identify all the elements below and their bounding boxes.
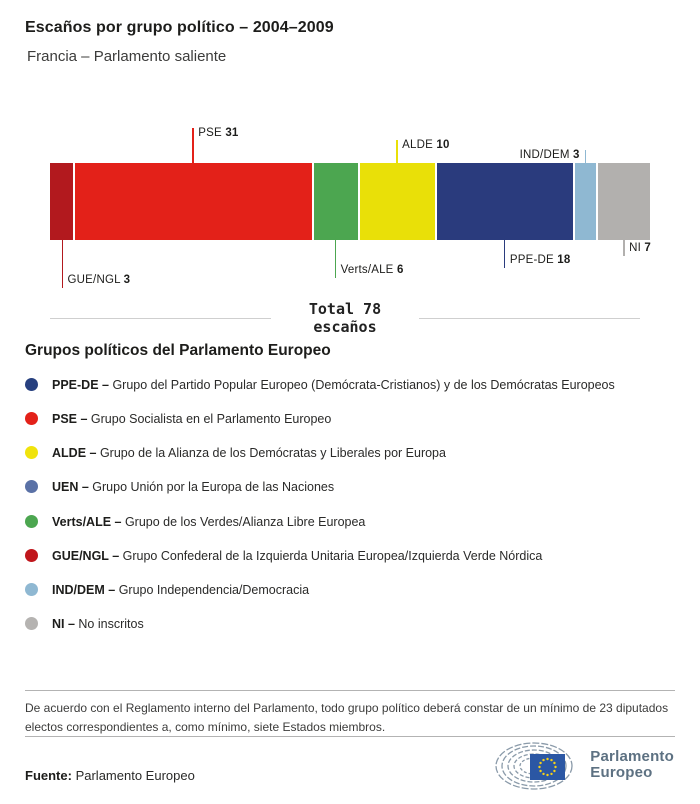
legend-item-text: Verts/ALE – Grupo de los Verdes/Alianza … (52, 514, 366, 529)
callout-line-ni (623, 240, 625, 256)
logo-line1: Parlamento (590, 748, 674, 765)
legend-color-dot (25, 412, 38, 426)
callout-line-gue-ngl (61, 240, 64, 288)
source-label: Fuente: (25, 768, 72, 783)
logo-wordmark: Parlamento Europeo (590, 749, 674, 781)
callout-line-ppe-de (503, 240, 506, 268)
legend-item: GUE/NGL – Grupo Confederal de la Izquier… (25, 547, 675, 565)
callout-label-pse: PSE 31 (198, 127, 239, 139)
callout-line-ind-dem (584, 150, 587, 163)
european-parliament-logo: Parlamento Europeo (492, 740, 674, 790)
callout-label-ind-dem: IND/DEM 3 (519, 149, 580, 161)
bar-segment-pse (73, 163, 312, 240)
legend-color-dot (25, 514, 38, 528)
logo-line2: Europeo (590, 764, 653, 781)
footnote-text: De acuerdo con el Reglamento interno del… (25, 701, 669, 734)
callout-line-alde (396, 140, 398, 163)
legend-color-dot (25, 616, 38, 630)
legend-color-dot (25, 378, 38, 391)
legend-item: PPE-DE – Grupo del Partido Popular Europ… (25, 376, 675, 394)
callout-label-verts-ale: Verts/ALE 6 (340, 264, 404, 276)
total-left-rule (50, 317, 271, 319)
callout-line-verts-ale (334, 240, 337, 278)
total-seats-block: Total 78 escaños (50, 300, 640, 336)
source-line: Fuente: Parlamento Europeo (25, 768, 195, 783)
callout-label-ni: NI 7 (629, 242, 651, 254)
legend-item-text: GUE/NGL – Grupo Confederal de la Izquier… (52, 548, 543, 563)
footnote-top-divider (25, 690, 675, 691)
bar-segment-alde (357, 163, 435, 240)
legend-item-text: PSE – Grupo Socialista en el Parlamento … (52, 412, 332, 427)
seats-stacked-bar-chart: GUE/NGL 3 PSE 31 Verts/ALE 6 ALDE 10 PPE-DE … (0, 120, 700, 298)
legend-item-text: IND/DEM – Grupo Independencia/Democracia (52, 582, 310, 597)
legend-item-text: ALDE – Grupo de la Alianza de los Demócr… (52, 446, 446, 461)
callout-line-pse (192, 128, 194, 163)
footnote-bottom-divider (25, 736, 675, 737)
total-seats-value: Total 78 (308, 300, 382, 318)
page-subtitle: Francia – Parlamento saliente (27, 48, 227, 65)
legend-list: PPE-DE – Grupo del Partido Popular Europ… (25, 376, 675, 633)
stacked-bar (50, 163, 650, 240)
legend-item: ALDE – Grupo de la Alianza de los Demócr… (25, 444, 675, 462)
legend-item: PSE – Grupo Socialista en el Parlamento … (25, 410, 675, 428)
legend-heading: Grupos políticos del Parlamento Europeo (25, 342, 331, 359)
legend-color-dot (25, 582, 38, 596)
total-seats-unit: escaños (313, 318, 377, 336)
legend-item: Verts/ALE – Grupo de los Verdes/Alianza … (25, 513, 675, 531)
bar-segment-gue-ngl (50, 163, 74, 240)
bar-segment-verts-ale (311, 163, 358, 240)
legend-item-text: UEN – Grupo Unión por la Europa de las N… (52, 480, 335, 495)
legend-color-dot (25, 446, 38, 460)
total-right-rule (419, 317, 640, 319)
bar-segment-ind-dem (573, 163, 597, 240)
callout-label-alde: ALDE 10 (402, 139, 450, 151)
legend-item: UEN – Grupo Unión por la Europa de las N… (25, 478, 675, 496)
legend-color-dot (25, 480, 38, 494)
legend-item: IND/DEM – Grupo Independencia/Democracia (25, 581, 675, 599)
legend-color-dot (25, 548, 38, 562)
callout-label-gue-ngl: GUE/NGL 3 (67, 274, 131, 286)
bar-segment-ni (596, 163, 650, 240)
callout-label-ppe-de: PPE-DE 18 (509, 254, 571, 266)
source-value: Parlamento Europeo (75, 768, 195, 783)
legend-item: NI – No inscritos (25, 615, 675, 633)
page-title: Escaños por grupo político – 2004–2009 (25, 19, 334, 36)
legend-item-text: NI – No inscritos (52, 616, 144, 631)
total-seats-label: Total 78 escaños (271, 300, 419, 336)
parliament-hemicycle-icon (495, 742, 573, 790)
bar-segment-ppe-de (434, 163, 574, 240)
legend-item-text: PPE-DE – Grupo del Partido Popular Europ… (52, 378, 615, 392)
